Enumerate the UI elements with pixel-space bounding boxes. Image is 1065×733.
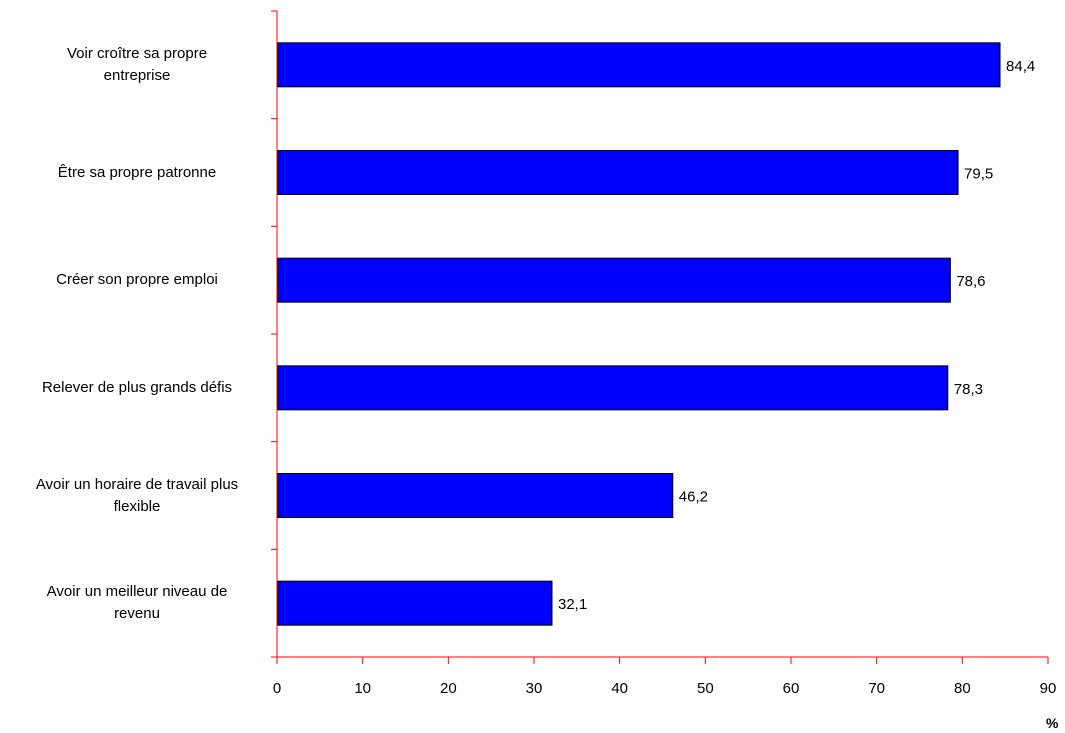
bar — [277, 473, 674, 518]
bar-value-label: 32,1 — [558, 596, 587, 613]
bar — [277, 580, 553, 626]
category-label-line: Créer son propre emploi — [56, 271, 218, 289]
category-label: Avoir un horaire de travail plus flexible — [12, 474, 262, 518]
x-tick-label: 20 — [440, 680, 457, 697]
bar-value-label: 46,2 — [679, 489, 708, 506]
chart-bars — [277, 42, 1001, 626]
category-label-line: Voir croître sa propre — [66, 44, 208, 62]
x-axis-unit-label: % — [1046, 715, 1059, 731]
x-tick-label: 90 — [1040, 680, 1057, 697]
bar-value-label: 79,5 — [964, 166, 993, 183]
category-label-line: Relever de plus grands défis — [41, 378, 233, 396]
x-tick-label: 0 — [273, 680, 281, 697]
category-label: Être sa propre patronne — [12, 162, 262, 184]
x-tick-label: 10 — [354, 680, 371, 697]
x-tick-label: 30 — [526, 680, 543, 697]
chart-value-labels: 84,4 79,5 78,6 78,3 46,2 32,1 — [558, 58, 1035, 613]
category-label-line: Avoir un meilleur niveau de — [46, 583, 228, 601]
x-tick-label: 40 — [611, 680, 628, 697]
x-tick-label: 60 — [783, 680, 800, 697]
bar-value-label: 78,6 — [956, 273, 985, 290]
x-tick-label: 70 — [868, 680, 885, 697]
category-label: Avoir un meilleur niveau de revenu — [12, 581, 262, 625]
x-tick-label: 50 — [697, 680, 714, 697]
category-label-line: Avoir un horaire de travail plus — [35, 475, 239, 493]
bar-value-label: 78,3 — [954, 381, 983, 398]
chart-tick-labels: 0 10 20 30 40 50 60 70 80 90 — [273, 680, 1057, 697]
category-label-line: revenu — [114, 605, 160, 623]
category-label-line: flexible — [113, 497, 161, 515]
bar — [277, 42, 1001, 88]
category-label-line: entreprise — [103, 66, 171, 84]
chart-axes — [271, 10, 1049, 664]
bar — [277, 365, 949, 411]
x-tick-label: 80 — [954, 680, 971, 697]
category-label: Relever de plus grands défis — [12, 377, 262, 399]
category-label-line: Être sa propre patronne — [57, 163, 217, 181]
bar — [277, 257, 951, 303]
category-label: Créer son propre emploi — [12, 269, 262, 291]
bar — [277, 150, 959, 195]
category-label: Voir croître sa propre entreprise — [12, 43, 262, 87]
bar-value-label: 84,4 — [1006, 58, 1035, 75]
